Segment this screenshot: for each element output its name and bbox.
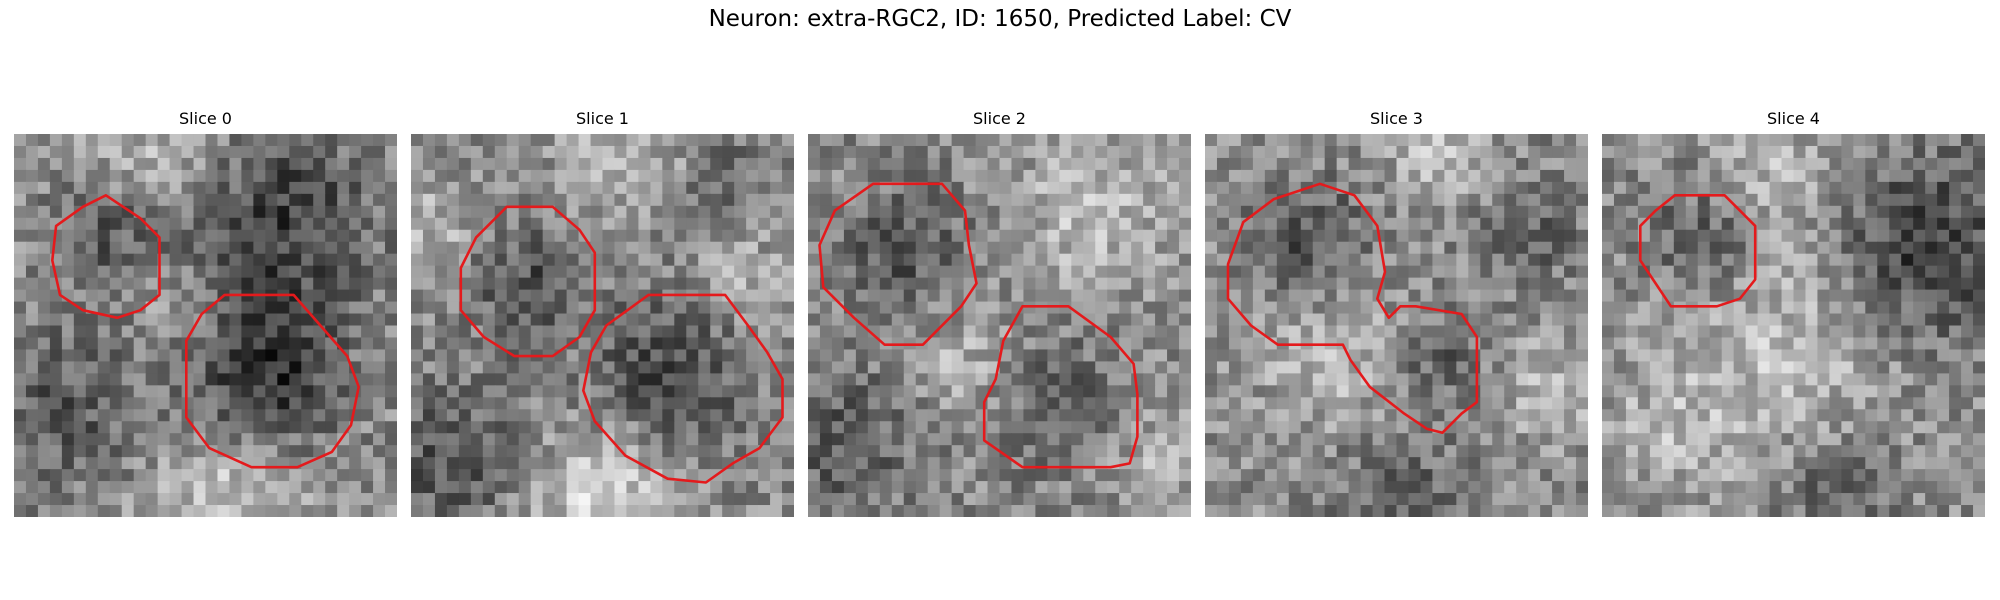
panel-title: Slice 2 — [973, 109, 1026, 128]
slice-image-2 — [808, 134, 1191, 517]
slice-image-0 — [14, 134, 397, 517]
panel-title: Slice 3 — [1370, 109, 1423, 128]
cell-contour-0 — [818, 182, 978, 346]
panel-slice-3: Slice 3 — [1205, 108, 1588, 517]
cell-contour-1 — [185, 293, 361, 469]
cell-contour-0 — [50, 193, 161, 320]
figure-title: Neuron: extra-RGC2, ID: 1650, Predicted … — [708, 6, 1292, 32]
slice-image-3 — [1205, 134, 1588, 517]
cell-contour-1 — [982, 305, 1139, 469]
panel-slice-0: Slice 0 — [14, 108, 397, 517]
cell-contour-0 — [1226, 182, 1479, 435]
cell-contour-1 — [582, 293, 784, 484]
panel-title: Slice 0 — [179, 109, 232, 128]
slice-image-1 — [411, 134, 794, 517]
cell-contour-0 — [1638, 193, 1757, 308]
panel-slice-2: Slice 2 — [808, 108, 1191, 517]
panel-title: Slice 1 — [576, 109, 629, 128]
panel-title: Slice 4 — [1767, 109, 1820, 128]
slice-image-4 — [1602, 134, 1985, 517]
cell-contour-0 — [459, 205, 597, 358]
panel-slice-1: Slice 1 — [411, 108, 794, 517]
panel-slice-4: Slice 4 — [1602, 108, 1985, 517]
